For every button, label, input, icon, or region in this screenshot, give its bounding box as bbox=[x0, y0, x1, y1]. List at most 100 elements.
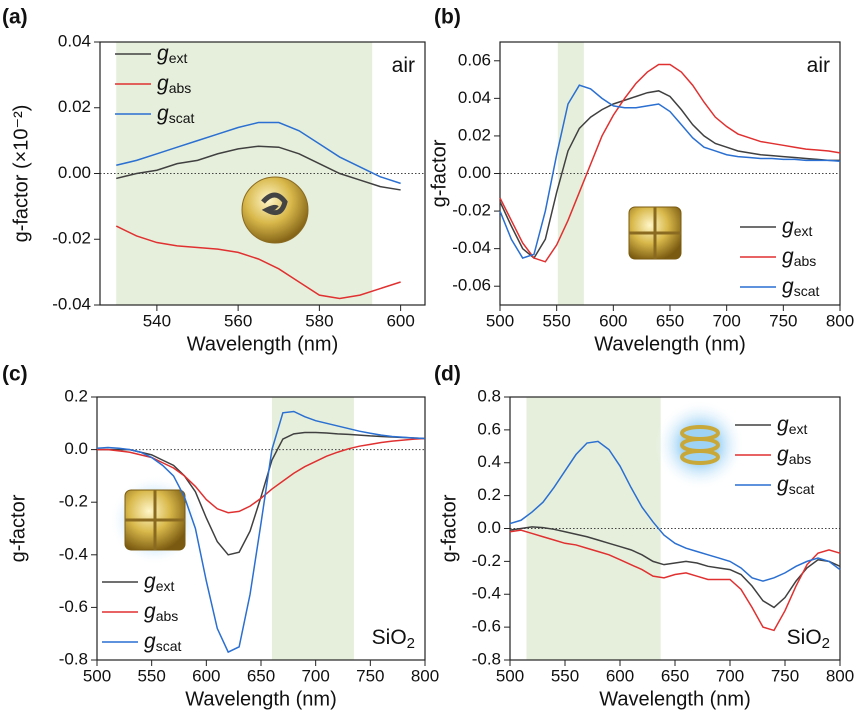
series-line bbox=[509, 440, 841, 582]
x-tick-label: 550 bbox=[542, 311, 570, 330]
x-tick-label: 650 bbox=[661, 666, 689, 685]
panel-label: (c) bbox=[2, 363, 28, 386]
y-tick-label: 0.04 bbox=[458, 88, 491, 107]
x-tick-label: 600 bbox=[599, 311, 627, 330]
y-tick-label: 0.00 bbox=[58, 163, 91, 182]
y-tick-label: -0.4 bbox=[59, 544, 88, 563]
series-line bbox=[116, 121, 401, 185]
series-line bbox=[116, 145, 401, 191]
panel-label: (a) bbox=[2, 6, 28, 29]
y-tick-label: 0.2 bbox=[64, 386, 88, 405]
x-tick-label: 600 bbox=[192, 666, 220, 685]
series-line bbox=[499, 90, 840, 260]
y-tick-label: -0.04 bbox=[52, 294, 91, 313]
annotation: SiO2 bbox=[372, 626, 415, 652]
y-axis-label: g-factor bbox=[428, 139, 450, 207]
x-tick-label: 600 bbox=[606, 666, 634, 685]
y-tick-label: 0.04 bbox=[58, 31, 91, 50]
legend-label: gscat bbox=[144, 630, 181, 654]
x-tick-label: 800 bbox=[826, 666, 854, 685]
x-axis-label: Wavelength (nm) bbox=[185, 688, 337, 710]
legend-label: gext bbox=[777, 413, 807, 437]
x-tick-label: 540 bbox=[143, 311, 171, 330]
x-tick-label: 560 bbox=[224, 311, 252, 330]
annotation: air bbox=[392, 54, 415, 77]
y-tick-label: -0.02 bbox=[52, 229, 91, 248]
x-tick-label: 750 bbox=[769, 311, 797, 330]
y-tick-label: 0.8 bbox=[477, 386, 501, 405]
x-tick-label: 500 bbox=[83, 666, 111, 685]
y-tick-label: -0.6 bbox=[472, 617, 501, 636]
y-tick-label: 0.02 bbox=[58, 97, 91, 116]
y-tick-label: -0.04 bbox=[452, 238, 491, 257]
x-axis-label: Wavelength (nm) bbox=[187, 333, 339, 355]
x-axis-label: Wavelength (nm) bbox=[594, 333, 746, 355]
series-line bbox=[115, 225, 401, 300]
legend-label: gext bbox=[157, 42, 187, 66]
legend-label: gscat bbox=[157, 102, 194, 126]
y-tick-label: -0.02 bbox=[452, 201, 491, 220]
panel-label: (b) bbox=[434, 6, 461, 29]
x-tick-label: 750 bbox=[356, 666, 384, 685]
legend-label: gabs bbox=[782, 245, 816, 269]
legend-label: gabs bbox=[777, 443, 811, 467]
x-tick-label: 600 bbox=[386, 311, 414, 330]
y-tick-label: -0.8 bbox=[59, 649, 88, 668]
y-tick-label: 0.02 bbox=[458, 125, 491, 144]
legend-label: gext bbox=[144, 570, 174, 594]
x-tick-label: 800 bbox=[411, 666, 439, 685]
y-tick-label: -0.6 bbox=[59, 597, 88, 616]
shaded-region bbox=[271, 397, 354, 660]
x-tick-label: 650 bbox=[247, 666, 275, 685]
series-line bbox=[499, 84, 841, 259]
legend-label: gscat bbox=[782, 275, 819, 299]
y-tick-label: 0.0 bbox=[477, 518, 501, 537]
legend-label: gext bbox=[782, 215, 812, 239]
series-line bbox=[509, 529, 841, 632]
annotation: SiO2 bbox=[787, 626, 830, 652]
x-tick-label: 700 bbox=[716, 666, 744, 685]
y-tick-label: 0.4 bbox=[477, 452, 501, 471]
legend-label: gabs bbox=[144, 600, 178, 624]
y-axis-label: g-factor bbox=[438, 494, 460, 562]
x-tick-label: 650 bbox=[656, 311, 684, 330]
panel-label: (d) bbox=[434, 363, 461, 386]
x-tick-label: 700 bbox=[712, 311, 740, 330]
y-tick-label: 0.00 bbox=[458, 163, 491, 182]
x-tick-label: 550 bbox=[551, 666, 579, 685]
legend-label: gscat bbox=[777, 473, 814, 497]
y-axis-label: g-factor (×10⁻²) bbox=[10, 105, 32, 243]
x-tick-label: 500 bbox=[486, 311, 514, 330]
y-tick-label: -0.2 bbox=[59, 492, 88, 511]
x-axis-label: Wavelength (nm) bbox=[599, 688, 751, 710]
x-tick-label: 580 bbox=[305, 311, 333, 330]
series-line bbox=[96, 410, 426, 654]
panel: 500 550 600 650 700 750 800 -0.8 -0.6 -0.4 -0.2 0.0… bbox=[2, 363, 439, 711]
inset-cube-detail bbox=[125, 490, 185, 550]
panel: 500 550 600 650 700 750 800 -0.06 -0.04 -0.02 0.00… bbox=[428, 6, 854, 356]
x-tick-label: 800 bbox=[826, 311, 854, 330]
x-tick-label: 500 bbox=[496, 666, 524, 685]
y-tick-label: 0.2 bbox=[477, 485, 501, 504]
x-tick-label: 700 bbox=[301, 666, 329, 685]
inset-glow bbox=[655, 400, 745, 490]
annotation: air bbox=[807, 54, 830, 77]
y-tick-label: -0.8 bbox=[472, 649, 501, 668]
series-line bbox=[97, 431, 426, 556]
series-line bbox=[499, 63, 841, 263]
y-axis-label: g-factor bbox=[7, 494, 29, 562]
panel: 500 550 600 650 700 750 800 -0.8 -0.6 -0.4 -0.2 0.0… bbox=[434, 363, 854, 711]
panel: 540 560 580 600 -0.04 -0.02 0.00 0.02 0.04 Wavele… bbox=[2, 6, 426, 355]
y-tick-label: 0.06 bbox=[458, 50, 491, 69]
x-tick-label: 750 bbox=[771, 666, 799, 685]
legend-label: gabs bbox=[157, 72, 191, 96]
inset-sphere bbox=[241, 176, 309, 244]
inset-cube-detail bbox=[629, 207, 681, 259]
inset-helix bbox=[261, 192, 288, 216]
y-tick-label: -0.2 bbox=[472, 551, 501, 570]
x-tick-label: 550 bbox=[137, 666, 165, 685]
y-tick-label: 0.0 bbox=[64, 439, 88, 458]
inset-helix bbox=[680, 449, 720, 465]
y-tick-label: -0.06 bbox=[452, 276, 491, 295]
